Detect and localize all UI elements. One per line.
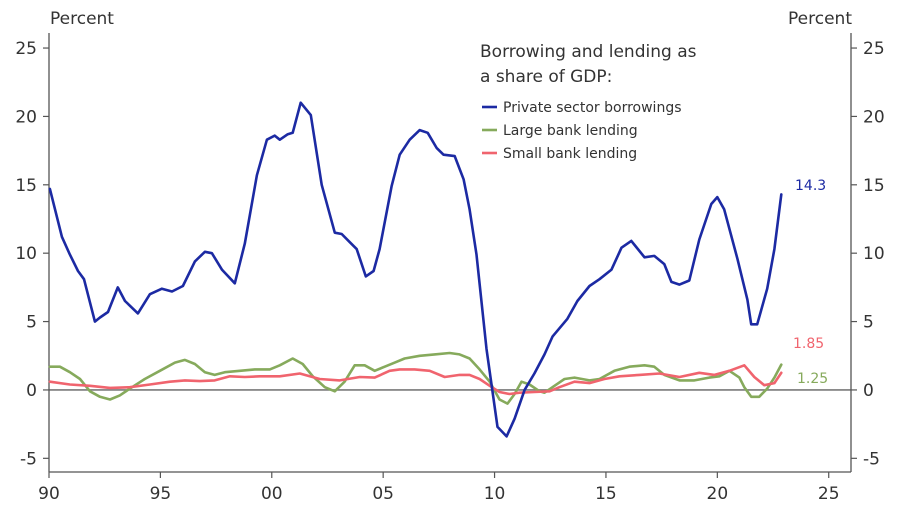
- y-axis-unit-left: Percent: [50, 9, 114, 29]
- end-labels: 14.3 1.25 1.85: [793, 178, 828, 387]
- x-tick-label: 20: [707, 484, 729, 504]
- y-tick-label-right: 15: [863, 176, 885, 196]
- y-tick-label-left: 5: [26, 313, 37, 333]
- y-tick-label-left: 20: [15, 107, 37, 127]
- y-axis-unit-right: Percent: [788, 9, 852, 29]
- end-value-label: 1.85: [793, 336, 824, 352]
- y-tick-label-left: 25: [15, 39, 37, 59]
- series-line-small-bank-lending: [48, 363, 783, 396]
- series-lines: [48, 101, 783, 438]
- x-tick-label: 00: [261, 484, 283, 504]
- legend-title-line-2: a share of GDP:: [480, 67, 612, 87]
- x-tick-label: 05: [372, 484, 394, 504]
- y-tick-label-left: 15: [15, 176, 37, 196]
- series-line-private-sector-borrowings: [48, 101, 783, 438]
- legend-item-label: Private sector borrowings: [503, 100, 682, 116]
- x-tick-label: 15: [595, 484, 617, 504]
- end-value-label: 14.3: [795, 178, 826, 194]
- x-tick-label: 95: [150, 484, 172, 504]
- legend-item-label: Small bank lending: [503, 146, 637, 162]
- y-tick-label-left: 0: [26, 381, 37, 401]
- y-tick-label-right: 20: [863, 107, 885, 127]
- end-value-label: 1.25: [797, 371, 828, 387]
- x-tick-label: 25: [818, 484, 840, 504]
- x-tick-label: 90: [38, 484, 60, 504]
- x-tick-label: 10: [484, 484, 506, 504]
- y-tick-label-right: 10: [863, 244, 885, 264]
- y-tick-label-right: 5: [863, 313, 874, 333]
- legend: Borrowing and lending as a share of GDP:…: [480, 42, 697, 162]
- y-tick-label-right: 0: [863, 381, 874, 401]
- y-tick-label-right: -5: [863, 449, 880, 469]
- legend-title-line-1: Borrowing and lending as: [480, 42, 697, 62]
- y-tick-label-left: 10: [15, 244, 37, 264]
- series-line-large-bank-lending: [48, 351, 783, 405]
- y-tick-label-right: 25: [863, 39, 885, 59]
- legend-item-label: Large bank lending: [503, 123, 638, 139]
- y-tick-label-left: -5: [20, 449, 37, 469]
